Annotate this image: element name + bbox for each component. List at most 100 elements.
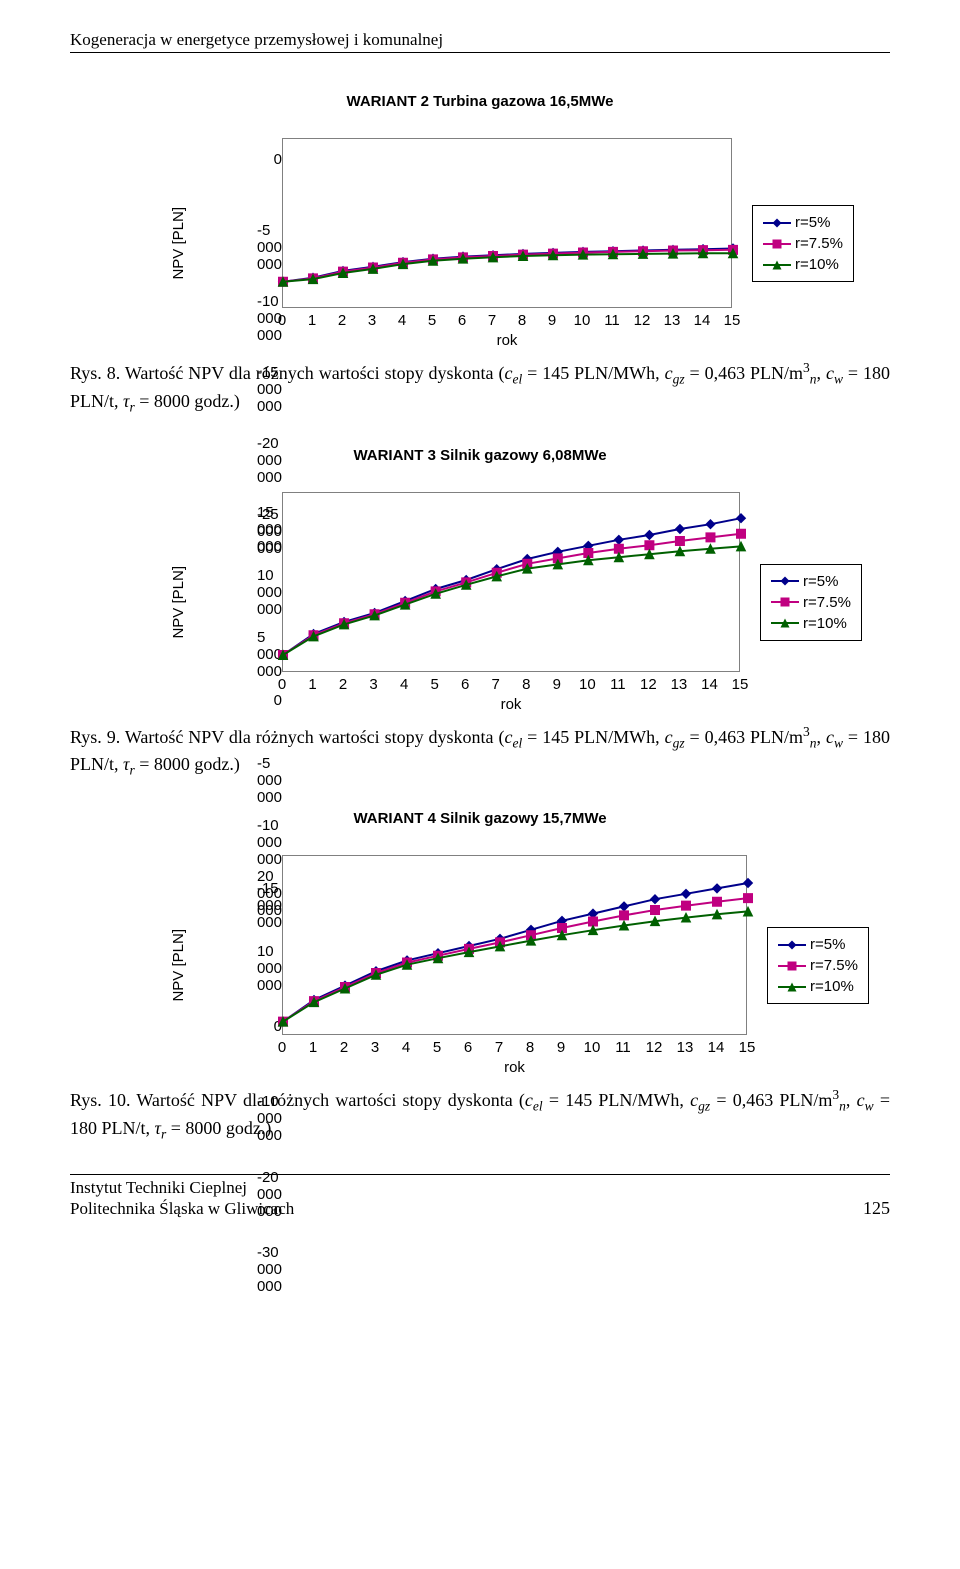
chart1-xtick-label: 10 [572,312,592,329]
page-number: 125 [863,1198,890,1219]
chart3-legend-item: r=10% [778,976,858,997]
chart3-series-r75-marker [651,906,660,915]
chart3-xtick-label: 15 [737,1039,757,1056]
triangle-icon [771,622,799,624]
square-icon [763,243,791,245]
chart3-caption: Rys. 10. Wartość NPV dla różnych wartośc… [70,1086,890,1144]
chart3-xtick-label: 2 [334,1039,354,1056]
chart1-xtick-label: 3 [362,312,382,329]
chart3-series-r5-marker [713,884,722,893]
chart3-series-r5-marker [651,895,660,904]
chart1-block: WARIANT 2 Turbina gazowa 16,5MWe NPV [PL… [70,93,890,417]
chart2-xtick-label: 4 [394,676,414,693]
chart2-legend-item: r=5% [771,571,851,592]
chart1-ytick-label: -15 000 000 [257,364,282,415]
chart1-series-r10-line [283,253,733,282]
chart2-xtick-label: 15 [730,676,750,693]
chart3-series-r5-marker [682,890,691,899]
chart1-xlabel: rok [282,332,732,349]
chart3-ytick-label: 20 000 000 [257,868,282,919]
chart2-series-r75-marker [645,540,654,549]
chart1-xtick-label: 8 [512,312,532,329]
chart3-plot-area [282,855,747,1035]
chart2-caption: Rys. 9. Wartość NPV dla różnych wartości… [70,723,890,781]
diamond-icon [763,222,791,224]
chart3-xtick-label: 5 [427,1039,447,1056]
chart2-plot-svg [283,493,741,673]
chart3-xtick-label: 4 [396,1039,416,1056]
chart1-legend: r=5% r=7.5% r=10% [752,205,854,282]
chart2-xtick-label: 12 [638,676,658,693]
chart2-series-r10-line [283,546,741,655]
square-icon [771,601,799,603]
chart3-block: WARIANT 4 Silnik gazowy 15,7MWe NPV [PLN… [70,810,890,1144]
chart2-series-r5-marker [737,513,746,522]
chart1-legend-item: r=5% [763,212,843,233]
chart2-xtick-label: 13 [669,676,689,693]
chart3-series-r5-marker [744,879,753,888]
chart1-xtick-label: 11 [602,312,622,329]
chart2-series-r5-marker [614,535,623,544]
chart3-legend-item: r=7.5% [778,955,858,976]
diamond-icon [771,580,799,582]
chart3-series-r75-marker [682,901,691,910]
chart3-ytick-label: 10 000 000 [257,943,282,994]
page-header: Kogeneracja w energetyce przemysłowej i … [70,30,890,53]
chart1-plot-svg [283,139,733,309]
chart3-series-r5-marker [620,902,629,911]
chart3-xtick-label: 11 [613,1039,633,1056]
chart3-ytick-label: -30 000 000 [257,1244,282,1295]
chart1-legend-label: r=7.5% [795,235,843,252]
chart2-xtick-label: 7 [486,676,506,693]
triangle-icon [778,986,806,988]
chart1-title: WARIANT 2 Turbina gazowa 16,5MWe [170,93,790,110]
chart2-xtick-label: 9 [547,676,567,693]
chart2-xtick-label: 0 [272,676,292,693]
chart2-series-r75-marker [675,536,684,545]
chart1-legend-label: r=10% [795,256,839,273]
chart2-ytick-label: -5 000 000 [257,755,282,806]
chart1-ytick-label: -20 000 000 [257,435,282,486]
chart1-xtick-label: 13 [662,312,682,329]
diamond-icon [778,944,806,946]
chart2-legend-label: r=10% [803,615,847,632]
chart2-xtick-label: 6 [455,676,475,693]
chart2-series-r5-line [283,518,741,655]
chart2-xtick-label: 11 [608,676,628,693]
chart2-legend-item: r=10% [771,613,851,634]
chart1-xtick-label: 2 [332,312,352,329]
chart3-legend: r=5% r=7.5% r=10% [767,927,869,1004]
chart2-xtick-label: 10 [577,676,597,693]
page-footer: Instytut Techniki Cieplnej Politechnika … [70,1174,890,1220]
chart2-block: WARIANT 3 Silnik gazowy 6,08MWe NPV [PLN… [70,447,890,781]
chart1-plot-area [282,138,732,308]
chart3-ytick-label: -20 000 000 [257,1169,282,1220]
chart3-xlabel: rok [282,1059,747,1076]
chart1-ytick-label: -5 000 000 [257,222,282,273]
chart3-ylabel: NPV [PLN] [170,929,187,1002]
chart3-xtick-label: 3 [365,1039,385,1056]
chart1-xtick-label: 7 [482,312,502,329]
chart1-xtick-label: 14 [692,312,712,329]
chart2-legend-label: r=5% [803,573,838,590]
chart2-series-r75-marker [737,529,746,538]
chart1-caption: Rys. 8. Wartość NPV dla różnych wartości… [70,359,890,417]
chart2-legend-label: r=7.5% [803,594,851,611]
chart3-legend-label: r=5% [810,936,845,953]
chart1-ylabel: NPV [PLN] [170,207,187,280]
chart3-ytick-label: -10 000 000 [257,1093,282,1144]
chart3-xtick-label: 10 [582,1039,602,1056]
chart3-xtick-label: 6 [458,1039,478,1056]
chart1-xtick-label: 1 [302,312,322,329]
chart1-legend-item: r=10% [763,254,843,275]
chart3-xtick-label: 12 [644,1039,664,1056]
chart2-xtick-label: 8 [516,676,536,693]
chart3-xtick-label: 14 [706,1039,726,1056]
chart3-series-r75-marker [620,911,629,920]
chart1-xtick-label: 5 [422,312,442,329]
chart3-plot-svg [283,856,748,1036]
chart2-ytick-label: 0 [274,692,282,709]
chart1-legend-label: r=5% [795,214,830,231]
chart3-series-r75-marker [713,897,722,906]
chart2-ytick-label: 10 000 000 [257,567,282,618]
